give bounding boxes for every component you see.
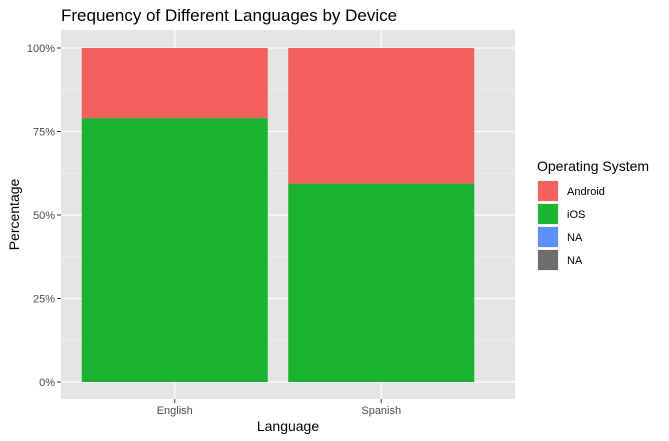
legend-swatch <box>538 227 558 247</box>
y-tick-label: 100% <box>27 43 55 55</box>
legend: Operating System Android iOS NA NA <box>537 158 649 271</box>
y-tick-label: 50% <box>33 210 55 222</box>
legend-swatch <box>538 181 558 201</box>
x-axis: English Spanish <box>157 399 401 417</box>
y-tick-label: 25% <box>33 294 55 306</box>
y-tick-label: 0% <box>39 377 55 389</box>
x-axis-title: Language <box>257 418 320 434</box>
y-axis: 0% 25% 50% 75% 100% <box>27 43 61 389</box>
bars <box>81 48 475 382</box>
legend-label: Android <box>567 186 605 198</box>
bar-android-spanish <box>288 48 475 184</box>
legend-title: Operating System <box>537 158 649 174</box>
bar-ios-english <box>81 118 268 382</box>
bar-android-english <box>81 48 268 119</box>
chart-title: Frequency of Different Languages by Devi… <box>61 6 397 25</box>
legend-label: NA <box>567 232 583 244</box>
x-tick-label: Spanish <box>361 405 401 417</box>
y-axis-title: Percentage <box>6 178 22 250</box>
legend-label: iOS <box>567 209 585 221</box>
y-tick-label: 75% <box>33 127 55 139</box>
x-tick-label: English <box>157 405 193 417</box>
legend-label: NA <box>567 255 583 267</box>
legend-swatch <box>538 204 558 224</box>
bar-ios-spanish <box>288 183 475 382</box>
legend-swatch <box>538 250 558 270</box>
